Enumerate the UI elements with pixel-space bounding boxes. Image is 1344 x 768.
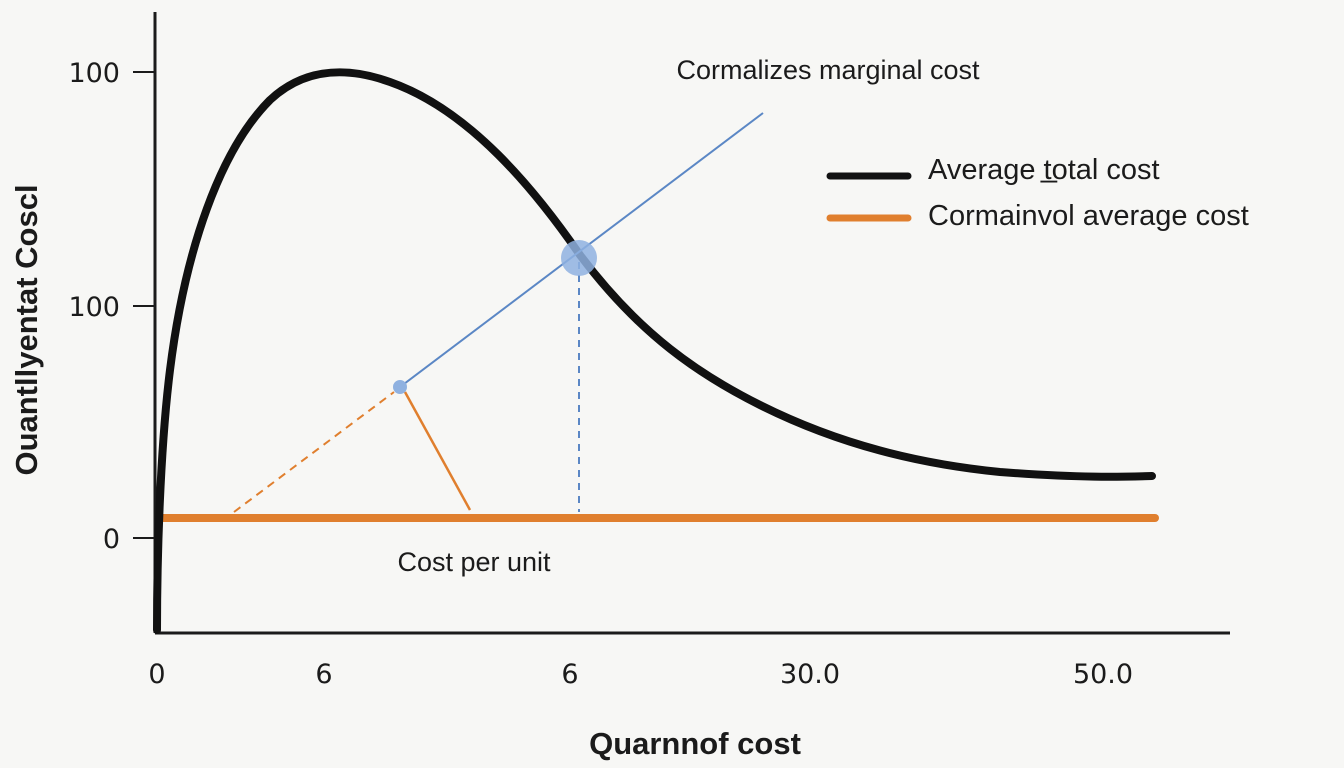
y-tick-label: 0 (103, 524, 120, 555)
x-tick-label: 6 (315, 659, 332, 690)
y-tick-label: 100 (68, 292, 120, 323)
intersection-point (561, 240, 597, 276)
orange-guide-solid (403, 391, 472, 511)
y-axis-title: Ouantllyentat Coscl (9, 184, 44, 475)
y-tick-label: 100 (68, 58, 120, 89)
series-average-total-cost-curve (153, 68, 1156, 634)
x-tick-label: 6 (561, 659, 578, 690)
orange-guide-dashed (233, 391, 395, 513)
legend-label: Cormainvol average cost (928, 200, 1249, 232)
legend: Average t̲otal cost Cormainvol average c… (826, 154, 1249, 232)
x-tick-label: 30.0 (780, 659, 840, 690)
legend-label: Average t̲otal cost (928, 154, 1160, 186)
annotation-label: Cost per unit (397, 547, 551, 577)
x-tick-label: 0 (148, 659, 165, 690)
chart-title: Cormalizes marginal cost (676, 55, 980, 85)
x-axis-title: Quarnnof cost (589, 726, 801, 761)
marginal-point (393, 380, 407, 394)
x-tick-label: 50.0 (1073, 659, 1133, 690)
